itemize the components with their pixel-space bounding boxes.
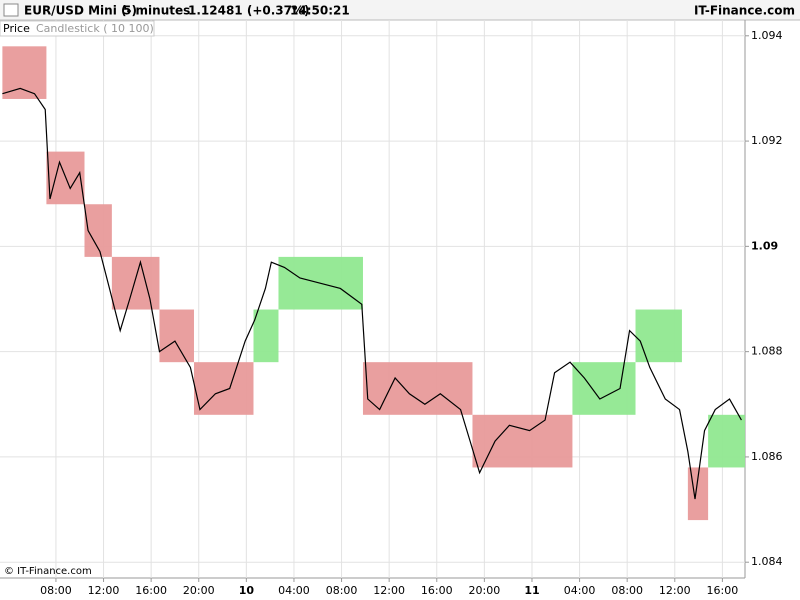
indicator-label: Candlestick ( 10 100) [36, 22, 154, 35]
y-tick-label: 1.088 [751, 345, 783, 358]
brick [472, 414, 573, 468]
brick [572, 362, 636, 415]
panel-label: Price [3, 22, 30, 35]
y-tick-label: 1.09 [751, 239, 778, 252]
last-price: 1.12481 (+0.37%) [188, 4, 310, 18]
x-tick-label: 11 [524, 584, 539, 597]
x-tick-label: 20:00 [183, 584, 215, 597]
instrument: EUR/USD Mini (-) [24, 4, 137, 18]
x-tick-label: 20:00 [469, 584, 501, 597]
x-tick-label: 16:00 [135, 584, 167, 597]
copyright: © IT-Finance.com [4, 566, 92, 577]
price-line [2, 87, 742, 500]
x-tick-label: 12:00 [88, 584, 120, 597]
clock: 14:50:21 [290, 4, 350, 18]
brand: IT-Finance.com [694, 4, 795, 18]
x-tick-label: 04:00 [278, 584, 310, 597]
x-tick-label: 16:00 [421, 584, 453, 597]
plot [0, 20, 745, 578]
x-tick-label: 08:00 [40, 584, 72, 597]
x-tick-label: 10 [239, 584, 255, 597]
interval: 5 minutes [123, 4, 190, 18]
x-tick-label: 16:00 [707, 584, 739, 597]
y-tick-label: 1.094 [751, 29, 783, 42]
x-tick-label: 04:00 [564, 584, 596, 597]
y-tick-label: 1.086 [751, 450, 783, 463]
brick [708, 414, 745, 468]
brick [253, 309, 279, 363]
header-bar [0, 0, 800, 20]
brick [159, 309, 194, 363]
x-tick-label: 08:00 [326, 584, 358, 597]
panel-label-box [0, 20, 155, 37]
menu-icon[interactable] [3, 3, 19, 17]
brick [635, 309, 682, 363]
y-tick-label: 1.084 [751, 555, 783, 568]
brick [2, 46, 47, 99]
y-tick-label: 1.092 [751, 134, 783, 147]
brick [687, 467, 709, 521]
brick [362, 362, 473, 415]
x-tick-label: 12:00 [659, 584, 691, 597]
x-tick-label: 08:00 [611, 584, 643, 597]
x-tick-label: 12:00 [373, 584, 405, 597]
brick [111, 256, 160, 310]
